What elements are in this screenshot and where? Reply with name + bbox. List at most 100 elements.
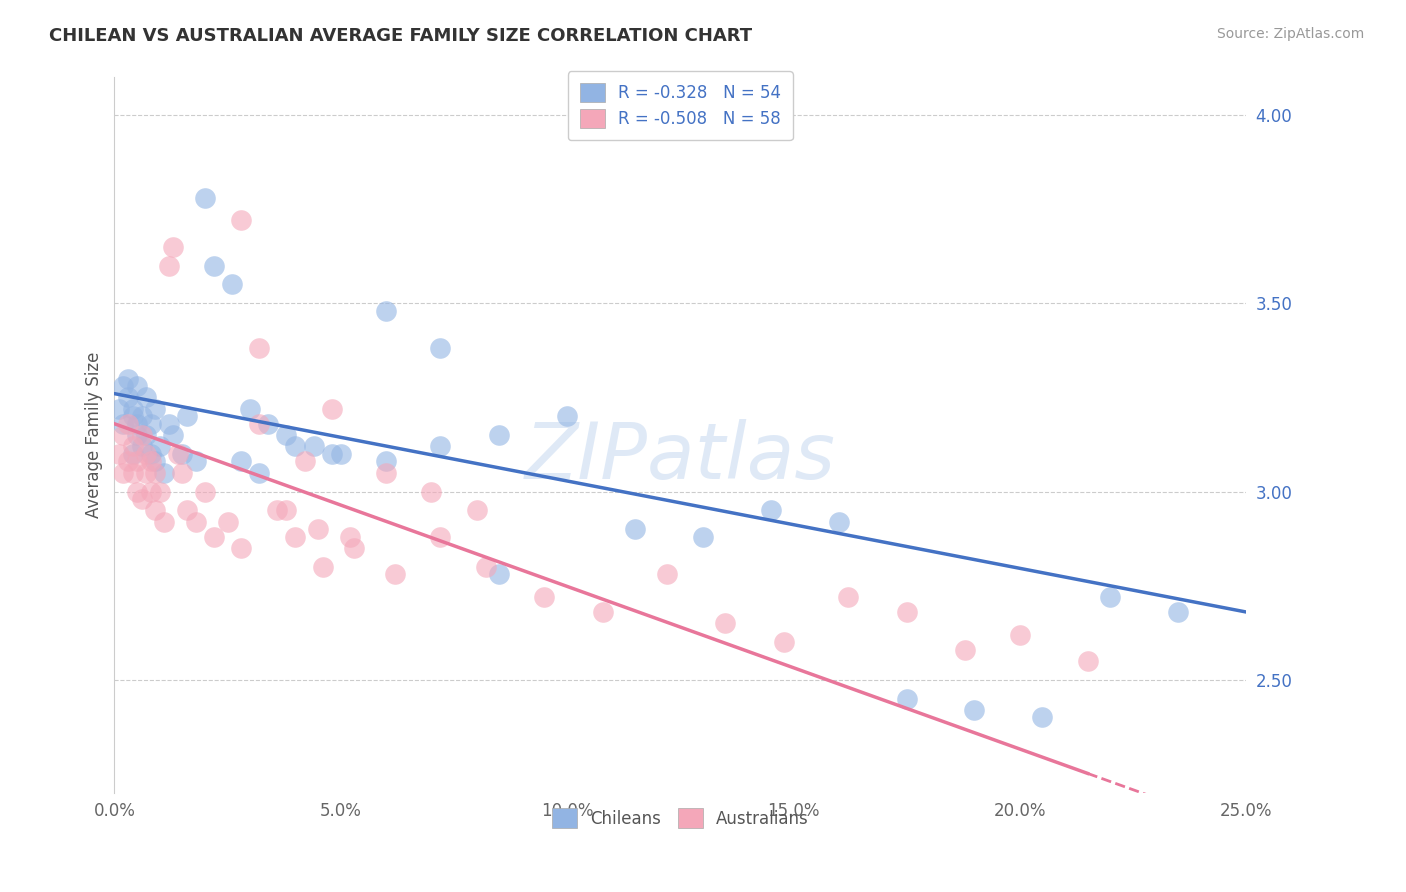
Point xyxy=(176,409,198,424)
Point xyxy=(153,515,176,529)
Point xyxy=(837,590,859,604)
Point xyxy=(112,428,135,442)
Point xyxy=(759,503,782,517)
Point xyxy=(135,447,157,461)
Point xyxy=(284,439,307,453)
Point xyxy=(773,635,796,649)
Point xyxy=(202,530,225,544)
Point xyxy=(194,484,217,499)
Point xyxy=(131,491,153,506)
Point xyxy=(1135,815,1157,830)
Point xyxy=(162,428,184,442)
Point xyxy=(827,515,849,529)
Y-axis label: Average Family Size: Average Family Size xyxy=(86,351,103,518)
Point xyxy=(125,379,148,393)
Point xyxy=(231,541,253,555)
Point xyxy=(184,454,207,468)
Point xyxy=(157,417,180,431)
Point xyxy=(166,447,188,461)
Point xyxy=(896,605,918,619)
Point xyxy=(135,391,157,405)
Point xyxy=(533,590,555,604)
Point xyxy=(172,447,194,461)
Point xyxy=(1099,590,1122,604)
Point xyxy=(139,484,162,499)
Point xyxy=(112,466,135,480)
Point xyxy=(108,447,131,461)
Point xyxy=(302,439,325,453)
Point xyxy=(276,503,298,517)
Point xyxy=(117,371,139,385)
Point xyxy=(157,259,180,273)
Point xyxy=(1008,627,1031,641)
Point xyxy=(194,191,217,205)
Text: CHILEAN VS AUSTRALIAN AVERAGE FAMILY SIZE CORRELATION CHART: CHILEAN VS AUSTRALIAN AVERAGE FAMILY SIZ… xyxy=(49,27,752,45)
Point xyxy=(217,515,239,529)
Point xyxy=(121,439,143,453)
Point xyxy=(247,466,270,480)
Point xyxy=(139,454,162,468)
Point xyxy=(488,567,510,582)
Point xyxy=(257,417,280,431)
Text: ZIPatlas: ZIPatlas xyxy=(524,418,835,494)
Point xyxy=(121,447,143,461)
Point xyxy=(231,454,253,468)
Point xyxy=(1031,710,1053,724)
Point xyxy=(135,428,157,442)
Legend: Chileans, Australians: Chileans, Australians xyxy=(546,802,815,834)
Point xyxy=(284,530,307,544)
Point xyxy=(112,417,135,431)
Point xyxy=(231,213,253,227)
Point xyxy=(135,466,157,480)
Point xyxy=(329,447,352,461)
Point xyxy=(1167,605,1189,619)
Point xyxy=(375,454,398,468)
Point xyxy=(112,379,135,393)
Point xyxy=(131,439,153,453)
Point xyxy=(184,515,207,529)
Point xyxy=(247,417,270,431)
Point xyxy=(125,428,148,442)
Point xyxy=(465,503,488,517)
Point xyxy=(714,616,737,631)
Point xyxy=(429,530,451,544)
Point xyxy=(488,428,510,442)
Point xyxy=(176,503,198,517)
Point xyxy=(117,454,139,468)
Point xyxy=(1077,654,1099,668)
Point xyxy=(311,559,333,574)
Point xyxy=(321,401,343,416)
Text: Source: ZipAtlas.com: Source: ZipAtlas.com xyxy=(1216,27,1364,41)
Point xyxy=(384,567,406,582)
Point xyxy=(474,559,496,574)
Point xyxy=(108,401,131,416)
Point xyxy=(131,409,153,424)
Point xyxy=(307,522,329,536)
Point xyxy=(172,466,194,480)
Point xyxy=(624,522,647,536)
Point xyxy=(321,447,343,461)
Point xyxy=(125,454,148,468)
Point xyxy=(149,439,172,453)
Point xyxy=(896,691,918,706)
Point xyxy=(143,401,166,416)
Point xyxy=(276,428,298,442)
Point xyxy=(339,530,361,544)
Point xyxy=(375,303,398,318)
Point xyxy=(221,277,243,292)
Point xyxy=(143,466,166,480)
Point xyxy=(420,484,443,499)
Point xyxy=(555,409,578,424)
Point xyxy=(125,484,148,499)
Point xyxy=(692,530,714,544)
Point xyxy=(239,401,262,416)
Point xyxy=(153,466,176,480)
Point xyxy=(343,541,366,555)
Point xyxy=(429,342,451,356)
Point xyxy=(592,605,614,619)
Point xyxy=(125,417,148,431)
Point xyxy=(117,417,139,431)
Point xyxy=(266,503,288,517)
Point xyxy=(121,401,143,416)
Point xyxy=(149,484,172,499)
